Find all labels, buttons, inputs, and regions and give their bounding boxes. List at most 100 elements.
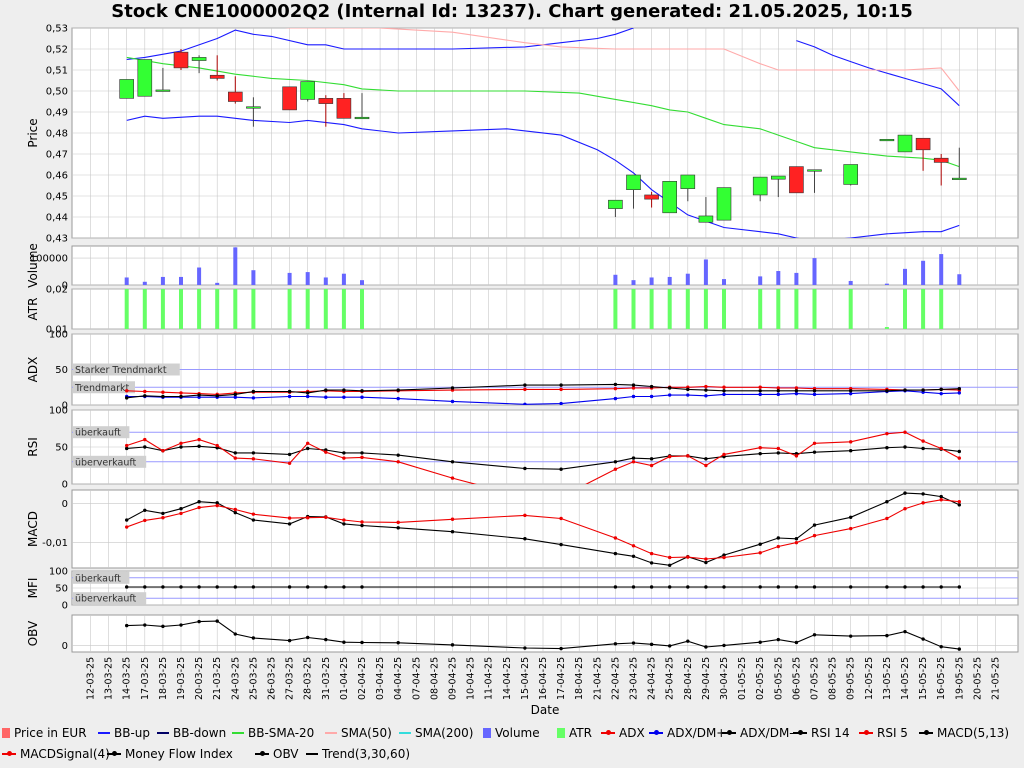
reference-label: überverkauft <box>75 457 137 468</box>
legend-item: OBV <box>255 745 299 763</box>
series-point-adx <box>776 386 780 390</box>
series-point-obv <box>939 645 943 649</box>
candle-down <box>915 137 931 151</box>
atr-bar <box>812 289 817 329</box>
x-tick-label: 18-04-25 <box>574 657 585 700</box>
series-point-macdsignal-4 <box>233 507 237 512</box>
volume-bar <box>812 258 817 285</box>
x-tick-label: 24-04-25 <box>647 657 658 700</box>
series-point-adx-dm <box>686 393 690 397</box>
series-point-macd-5-13 <box>939 494 943 499</box>
series-point-macd-5-13 <box>215 501 219 505</box>
series-line-bb-sma-20 <box>126 56 960 168</box>
series-line-sma-50 <box>284 28 960 92</box>
series-point-macdsignal-4 <box>812 533 817 538</box>
series-point-adx-dm <box>287 394 292 399</box>
reference-label-bg <box>73 571 130 584</box>
atr-bar <box>903 289 907 329</box>
series-point-adx-dm <box>812 392 817 397</box>
legend-label: Money Flow Index <box>125 747 233 761</box>
y-tick-label: 0 <box>62 281 68 292</box>
x-tick-label: 09-05-25 <box>846 657 857 700</box>
panel-plot-area <box>125 619 961 651</box>
series-point-rsi-14 <box>233 451 237 455</box>
y-axis-label: Price <box>26 118 40 147</box>
series-point-rsi-14 <box>143 445 147 449</box>
x-tick-label: 28-03-25 <box>303 657 314 700</box>
series-point-macdsignal-4 <box>885 516 889 521</box>
legend-swatch <box>919 730 933 735</box>
series-point-rsi-14 <box>885 446 889 450</box>
y-tick-label: 50 <box>55 584 68 595</box>
series-point-macdsignal-4 <box>668 555 672 560</box>
x-tick-label: 12-05-25 <box>864 657 875 700</box>
series-point-rsi-14 <box>849 449 853 453</box>
series-point-macdsignal-4 <box>342 518 346 522</box>
series-point-adx-dm <box>233 392 237 397</box>
legend-item: ADX <box>601 724 645 742</box>
series-point-obv <box>215 619 219 623</box>
legend-swatch <box>107 751 121 756</box>
x-tick-label: 26-03-25 <box>267 657 278 700</box>
series-point-macd-5-13 <box>559 542 563 547</box>
series-point-rsi-14 <box>179 445 183 449</box>
x-tick-label: 13-05-25 <box>882 657 893 700</box>
candle-up <box>608 199 623 209</box>
reference-label: überverkauft <box>75 594 137 605</box>
legend-marker <box>112 751 117 756</box>
series-point-macd-5-13 <box>631 554 636 558</box>
series-point-obv <box>794 640 799 645</box>
series-point-obv <box>450 643 455 647</box>
x-tick-label: 28-04-25 <box>683 657 694 700</box>
series-point-adx-dm <box>758 389 762 393</box>
volume-bar <box>124 277 129 285</box>
series-point-money-flow-index <box>794 585 799 589</box>
series-point-rsi-5 <box>613 467 618 471</box>
series-point-rsi-14 <box>613 460 618 464</box>
atr-bar <box>142 289 147 329</box>
volume-bar <box>341 273 346 285</box>
series-point-rsi-14 <box>903 445 907 449</box>
series-point-adx-dm <box>722 389 726 393</box>
legend-label: BB-up <box>114 726 151 740</box>
x-tick-label: 17-03-25 <box>140 657 151 700</box>
x-tick-label: 16-04-25 <box>538 657 549 700</box>
legend-item: Money Flow Index <box>107 745 233 763</box>
series-point-rsi-14 <box>306 446 310 451</box>
series-point-rsi-5 <box>306 441 310 445</box>
volume-bar <box>884 283 889 285</box>
series-point-adx <box>559 387 563 392</box>
series-line-adx-dm <box>126 383 960 399</box>
x-tick-label: 09-04-25 <box>448 657 459 700</box>
atr-bar <box>341 289 346 329</box>
series-point-macdsignal-4 <box>450 517 455 521</box>
series-point-money-flow-index <box>251 585 256 589</box>
series-point-adx-dm <box>125 396 129 400</box>
atr-bar <box>939 289 944 329</box>
legend-swatch <box>98 732 110 734</box>
series-point-rsi-14 <box>957 449 961 454</box>
x-axis-label: Date <box>531 703 560 717</box>
series-point-rsi-5 <box>487 486 490 489</box>
x-tick-label: 07-05-25 <box>810 657 821 700</box>
series-line-rsi-5 <box>126 431 960 484</box>
series-point-money-flow-index <box>776 585 780 589</box>
volume-bar <box>215 282 220 285</box>
y-tick-label: 0 <box>62 499 68 510</box>
atr-bar <box>305 289 310 329</box>
series-point-rsi-5 <box>812 441 817 445</box>
legend-swatch <box>2 728 10 738</box>
candle-down <box>282 86 297 111</box>
x-tick-label: 12-03-25 <box>86 657 97 700</box>
atr-bar <box>124 289 129 329</box>
series-point-rsi-5 <box>396 460 400 464</box>
legend-marker <box>7 751 12 756</box>
series-point-adx-dm <box>686 387 690 392</box>
series-point-adx <box>704 384 708 389</box>
series-point-macd-5-13 <box>396 526 400 530</box>
series-point-obv <box>631 641 636 645</box>
panel-plot-area <box>119 28 967 238</box>
x-tick-label: 22-04-25 <box>610 657 621 700</box>
series-point-macd-5-13 <box>251 518 256 522</box>
series-point-macdsignal-4 <box>794 540 799 545</box>
